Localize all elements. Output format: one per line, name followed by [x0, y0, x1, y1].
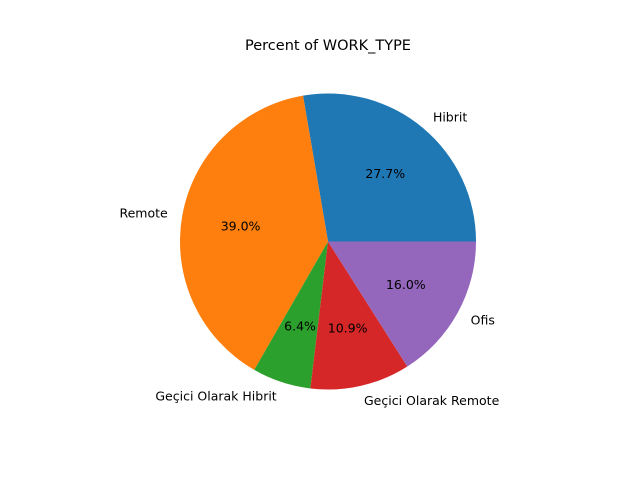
slice-label-gecici-olarak-remote: Geçici Olarak Remote [364, 393, 500, 408]
pie-slice-ofis [328, 241, 476, 367]
pct-label-ofis: 16.0% [386, 277, 426, 292]
pie-slice-gecici-olarak-hibrit [254, 241, 328, 389]
chart-title: Percent of WORK_TYPE [245, 38, 411, 54]
pct-label-gecici-olarak-remote: 10.9% [328, 321, 368, 336]
pct-label-hibrit: 27.7% [365, 166, 405, 181]
pct-label-gecici-olarak-hibrit: 6.4% [284, 318, 316, 333]
slice-label-ofis: Ofis [471, 312, 495, 327]
pct-label-remote: 39.0% [221, 218, 261, 233]
pie-slice-remote [179, 95, 328, 370]
slice-label-hibrit: Hibrit [433, 110, 467, 125]
slice-label-gecici-olarak-hibrit: Geçici Olarak Hibrit [155, 389, 276, 404]
slice-label-remote: Remote [119, 206, 168, 221]
pie-slice-gecici-olarak-remote [310, 241, 408, 390]
pie-slice-hibrit [303, 93, 476, 242]
